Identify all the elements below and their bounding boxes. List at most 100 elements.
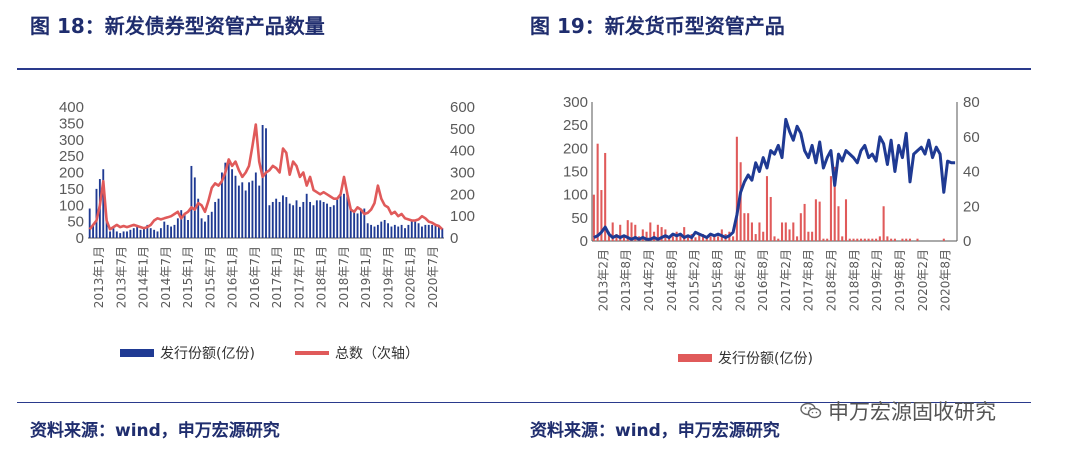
bar xyxy=(363,208,366,238)
bar xyxy=(288,203,291,238)
bar xyxy=(339,195,342,238)
x-tick-label: 2018年1月 xyxy=(315,246,329,308)
bar xyxy=(596,143,599,241)
bar xyxy=(799,213,802,241)
bar xyxy=(224,162,227,238)
bar xyxy=(305,193,308,238)
bar xyxy=(656,224,659,241)
bar xyxy=(424,224,427,238)
y-tick-label-left: 300 xyxy=(59,132,84,149)
bar xyxy=(769,196,772,241)
bar xyxy=(607,231,610,241)
bar xyxy=(600,190,603,241)
bar xyxy=(326,203,328,238)
bar xyxy=(780,222,784,241)
x-tick-label: 2019年8月 xyxy=(893,249,907,311)
y-tick-label-right: 40 xyxy=(963,164,980,181)
bar xyxy=(268,205,271,238)
bar xyxy=(773,236,776,241)
bar xyxy=(441,228,444,238)
bar xyxy=(844,199,848,241)
bar xyxy=(343,193,345,238)
y-tick-label-left: 250 xyxy=(563,117,588,134)
series-line xyxy=(593,117,956,241)
bar xyxy=(109,231,111,238)
bar xyxy=(400,224,403,238)
bar xyxy=(292,205,295,238)
y-tick-label-left: 150 xyxy=(563,164,588,181)
legend-label: 发行份额(亿份) xyxy=(160,346,255,362)
bar xyxy=(156,231,159,238)
bar xyxy=(713,236,716,241)
y-tick-label-left: 50 xyxy=(67,214,84,231)
bar xyxy=(758,222,761,241)
bar xyxy=(871,238,874,241)
y-tick-label-left: 250 xyxy=(59,148,84,165)
bar xyxy=(611,222,614,241)
bar xyxy=(671,236,674,241)
bar xyxy=(410,219,413,238)
x-tick-label: 2015年1月 xyxy=(181,246,195,308)
bar xyxy=(366,223,369,238)
bar xyxy=(803,203,806,241)
bar xyxy=(901,238,904,241)
x-tick-label: 2015年7月 xyxy=(203,246,217,308)
bar xyxy=(190,165,193,238)
bar xyxy=(336,198,339,238)
x-tick-label: 2018年2月 xyxy=(825,249,839,311)
bar xyxy=(431,224,434,238)
bar xyxy=(686,236,689,241)
bar xyxy=(376,224,379,238)
bar xyxy=(762,231,765,241)
bar xyxy=(356,213,359,238)
bottom-divider xyxy=(17,402,1031,403)
y-tick-label-left: 200 xyxy=(59,165,84,182)
chart-figure-18: 0501001502002503003504000100200300400500… xyxy=(59,99,475,362)
bar xyxy=(166,224,169,238)
x-tick-label: 2017年2月 xyxy=(779,249,793,311)
bar xyxy=(683,227,686,241)
bar xyxy=(322,201,325,238)
bar xyxy=(421,226,423,238)
y-tick-label-right: 0 xyxy=(963,233,971,250)
y-tick-label-left: 100 xyxy=(563,187,588,204)
bar xyxy=(146,224,149,238)
y-tick-label-left: 100 xyxy=(59,197,84,214)
bar xyxy=(329,206,332,238)
bar xyxy=(393,224,396,238)
x-tick-label: 2013年8月 xyxy=(619,249,633,311)
bar xyxy=(319,200,322,238)
bar xyxy=(626,220,629,241)
bar xyxy=(905,238,908,241)
x-tick-label: 2013年7月 xyxy=(114,246,128,308)
y-tick-label-left: 350 xyxy=(59,115,84,132)
bar xyxy=(143,228,145,238)
bar xyxy=(159,228,162,238)
bar xyxy=(717,236,720,241)
bar xyxy=(261,125,264,238)
x-tick-label: 2020年1月 xyxy=(404,246,418,308)
y-tick-label-right: 300 xyxy=(450,165,475,182)
bar xyxy=(814,199,817,241)
bar xyxy=(709,236,712,241)
legend-label: 发行份额(亿份) xyxy=(718,351,813,367)
bar xyxy=(234,175,237,238)
bar xyxy=(115,231,118,238)
legend-swatch-bar xyxy=(120,349,154,357)
y-tick-label-left: 300 xyxy=(563,94,588,111)
legend-label: 总数（次轴） xyxy=(335,346,419,362)
x-tick-label: 2019年1月 xyxy=(359,246,373,308)
bar xyxy=(833,166,836,241)
bar xyxy=(615,234,618,241)
bar xyxy=(136,226,139,238)
bar xyxy=(694,237,697,241)
y-tick-label-right: 20 xyxy=(963,198,980,215)
bar xyxy=(244,190,247,238)
bar xyxy=(698,235,701,241)
bar xyxy=(180,210,183,238)
bar xyxy=(122,231,125,238)
bar xyxy=(220,172,223,238)
bar xyxy=(622,236,626,241)
bar xyxy=(278,201,281,238)
bar xyxy=(397,226,400,238)
